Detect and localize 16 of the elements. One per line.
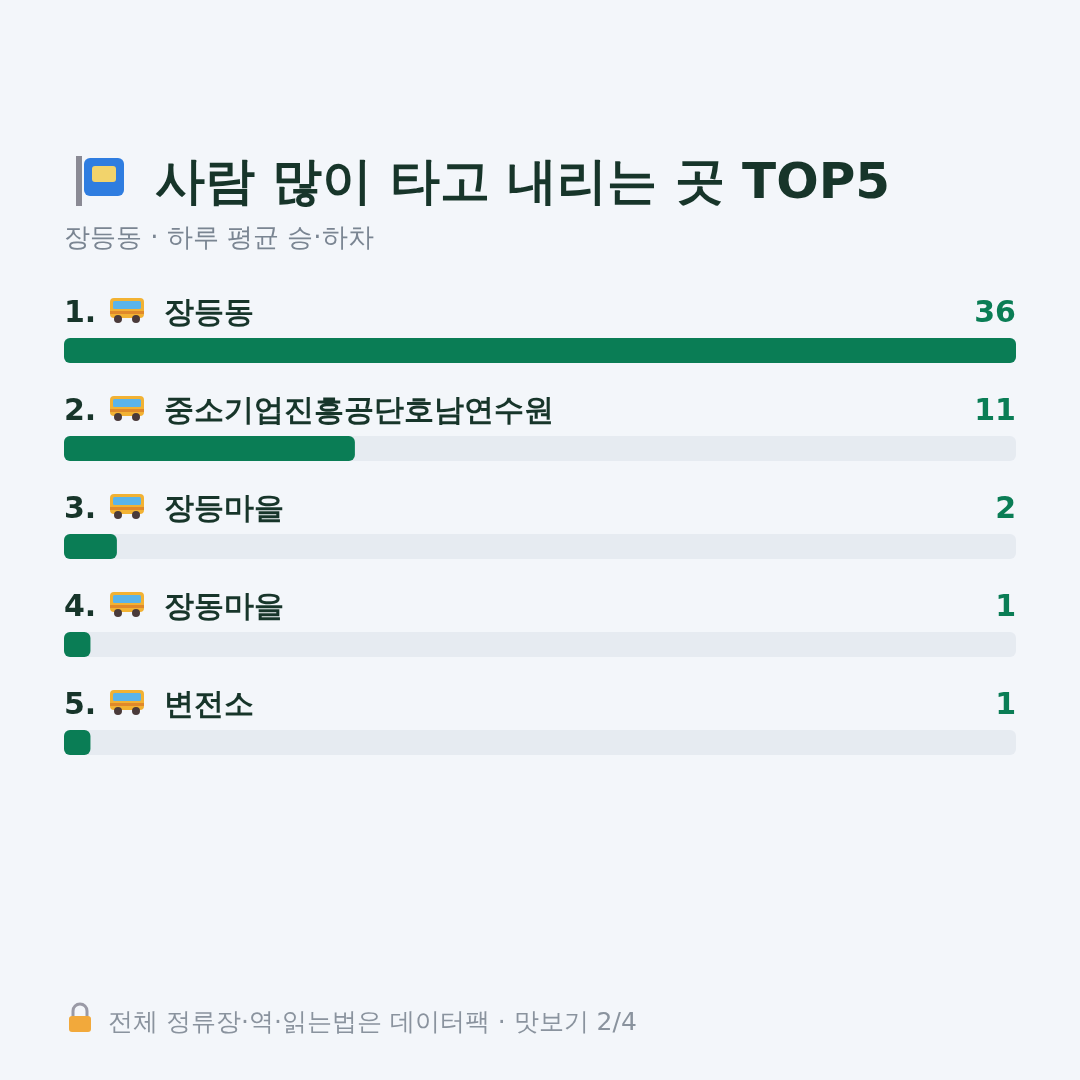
chart-title: 사람 많이 타고 내리는 곳 TOP5 [155, 152, 891, 210]
text: 전체 정류장·역·읽는법은 데이터팩 · 맛보기 2/4 [108, 1007, 637, 1036]
category-label: 5. 변전소 [64, 686, 254, 721]
category-label: 4. 장동마을 [64, 588, 284, 623]
data-label: 1 [995, 686, 1016, 721]
bar [64, 730, 91, 755]
data-label: 11 [974, 392, 1016, 427]
data-label: 2 [995, 490, 1016, 525]
category-label: 2. 중소기업진흥공단호남연수원 [64, 392, 554, 427]
data-label: 1 [995, 588, 1016, 623]
chart-subtitle: 장등동 · 하루 평균 승·하차 [64, 222, 374, 252]
category-label: 3. 장등마을 [64, 490, 284, 525]
bar [64, 632, 91, 657]
category-label: 1. 장등동 [64, 294, 254, 329]
bar [64, 534, 117, 559]
data-label: 36 [974, 294, 1016, 329]
